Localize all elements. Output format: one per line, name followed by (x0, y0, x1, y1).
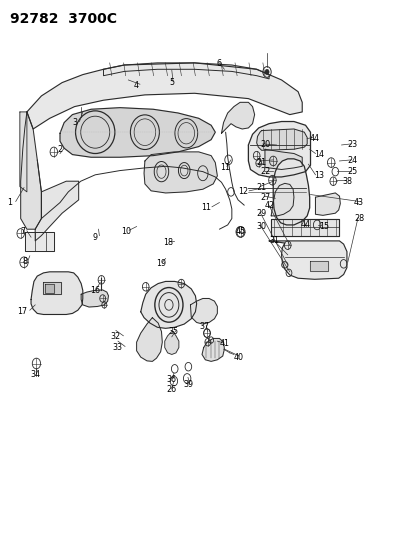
Text: 17: 17 (17, 308, 27, 316)
Polygon shape (202, 338, 224, 361)
Text: 22: 22 (260, 167, 271, 176)
Text: 10: 10 (121, 228, 131, 236)
Text: 24: 24 (347, 157, 357, 165)
Text: 4: 4 (134, 81, 139, 90)
Polygon shape (31, 272, 83, 314)
Text: 1: 1 (7, 198, 12, 207)
Polygon shape (25, 232, 54, 251)
Polygon shape (136, 318, 162, 361)
Polygon shape (45, 284, 54, 293)
Text: 21: 21 (256, 158, 266, 167)
Text: 29: 29 (256, 209, 266, 217)
Polygon shape (164, 332, 178, 354)
Polygon shape (190, 298, 217, 324)
Polygon shape (144, 152, 217, 193)
Text: 39: 39 (183, 381, 193, 389)
Text: 5: 5 (169, 78, 174, 87)
Text: 11: 11 (201, 204, 211, 212)
Polygon shape (221, 102, 254, 133)
Text: 16: 16 (90, 286, 100, 295)
Polygon shape (309, 261, 327, 271)
Text: 3: 3 (72, 118, 77, 127)
Text: 45: 45 (235, 228, 244, 236)
Circle shape (264, 69, 268, 75)
Text: 18: 18 (162, 238, 172, 247)
Polygon shape (273, 159, 309, 225)
Text: 6: 6 (216, 60, 221, 68)
Text: 13: 13 (314, 172, 324, 180)
Polygon shape (271, 183, 293, 216)
Polygon shape (248, 122, 310, 177)
Text: 19: 19 (156, 260, 166, 268)
Polygon shape (264, 149, 301, 169)
Text: 11: 11 (220, 164, 230, 172)
Text: 14: 14 (314, 150, 324, 159)
Polygon shape (315, 193, 339, 215)
Text: 31: 31 (268, 237, 278, 245)
Polygon shape (35, 181, 78, 241)
Text: 36: 36 (166, 375, 176, 384)
Text: 44: 44 (299, 221, 309, 229)
Text: 23: 23 (347, 141, 357, 149)
Polygon shape (27, 63, 301, 129)
Polygon shape (81, 290, 108, 307)
Polygon shape (103, 63, 268, 79)
Text: 25: 25 (347, 167, 357, 176)
Text: 32: 32 (110, 333, 120, 341)
Polygon shape (140, 281, 196, 328)
Text: 2: 2 (57, 145, 62, 154)
Text: 34: 34 (30, 370, 40, 378)
Text: 8: 8 (22, 257, 27, 265)
Text: 15: 15 (318, 222, 328, 231)
Text: 27: 27 (260, 193, 271, 201)
Polygon shape (271, 219, 339, 236)
Text: 28: 28 (353, 214, 363, 223)
Text: 26: 26 (166, 385, 176, 393)
Text: 43: 43 (353, 198, 363, 207)
Text: 44: 44 (309, 134, 319, 143)
Text: 33: 33 (112, 343, 122, 352)
Text: 40: 40 (233, 353, 243, 361)
Polygon shape (268, 241, 346, 279)
Text: 92782  3700C: 92782 3700C (10, 12, 117, 26)
Text: 20: 20 (260, 141, 270, 149)
Text: 7: 7 (20, 228, 25, 236)
Text: 42: 42 (263, 201, 273, 209)
Text: 9: 9 (93, 233, 97, 241)
Text: 41: 41 (219, 340, 229, 348)
Polygon shape (43, 282, 61, 294)
Polygon shape (60, 108, 215, 157)
Text: 21: 21 (256, 183, 266, 192)
Polygon shape (256, 129, 306, 150)
Text: 38: 38 (342, 177, 352, 185)
Text: 35: 35 (169, 327, 178, 336)
Polygon shape (21, 112, 41, 229)
Text: 30: 30 (256, 222, 266, 231)
Text: 37: 37 (199, 322, 209, 330)
Polygon shape (20, 112, 27, 192)
Text: 12: 12 (238, 188, 248, 196)
